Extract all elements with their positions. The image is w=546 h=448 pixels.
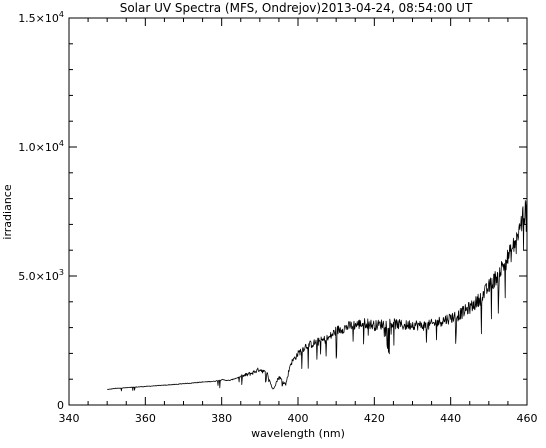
y-tick-label: 0 (57, 399, 64, 412)
y-tick-label: 1.0×104 (18, 139, 64, 154)
x-tick-label: 460 (517, 412, 538, 425)
x-axis-tick-labels: 340 360 380 400 420 440 460 (59, 412, 538, 425)
x-tick-label: 340 (59, 412, 80, 425)
x-tick-label: 400 (288, 412, 309, 425)
plot-frame (68, 17, 528, 406)
x-axis-label: wavelength (nm) (251, 427, 345, 440)
x-tick-label: 380 (211, 412, 232, 425)
y-tick-label: 5.0×103 (18, 268, 64, 283)
series-layer (107, 200, 528, 392)
chart-title: Solar UV Spectra (MFS, Ondrejov)2013-04-… (120, 1, 473, 15)
y-tick-label: 1.5×104 (18, 10, 64, 25)
x-tick-label: 420 (364, 412, 385, 425)
x-tick-label: 360 (135, 412, 156, 425)
y-axis-tick-labels: 0 5.0×103 1.0×104 1.5×104 (18, 10, 64, 412)
y-axis-label: irradiance (1, 184, 14, 239)
x-tick-label: 440 (440, 412, 461, 425)
axis-ticks (68, 17, 528, 406)
spectrum-series-line-0 (107, 200, 528, 392)
